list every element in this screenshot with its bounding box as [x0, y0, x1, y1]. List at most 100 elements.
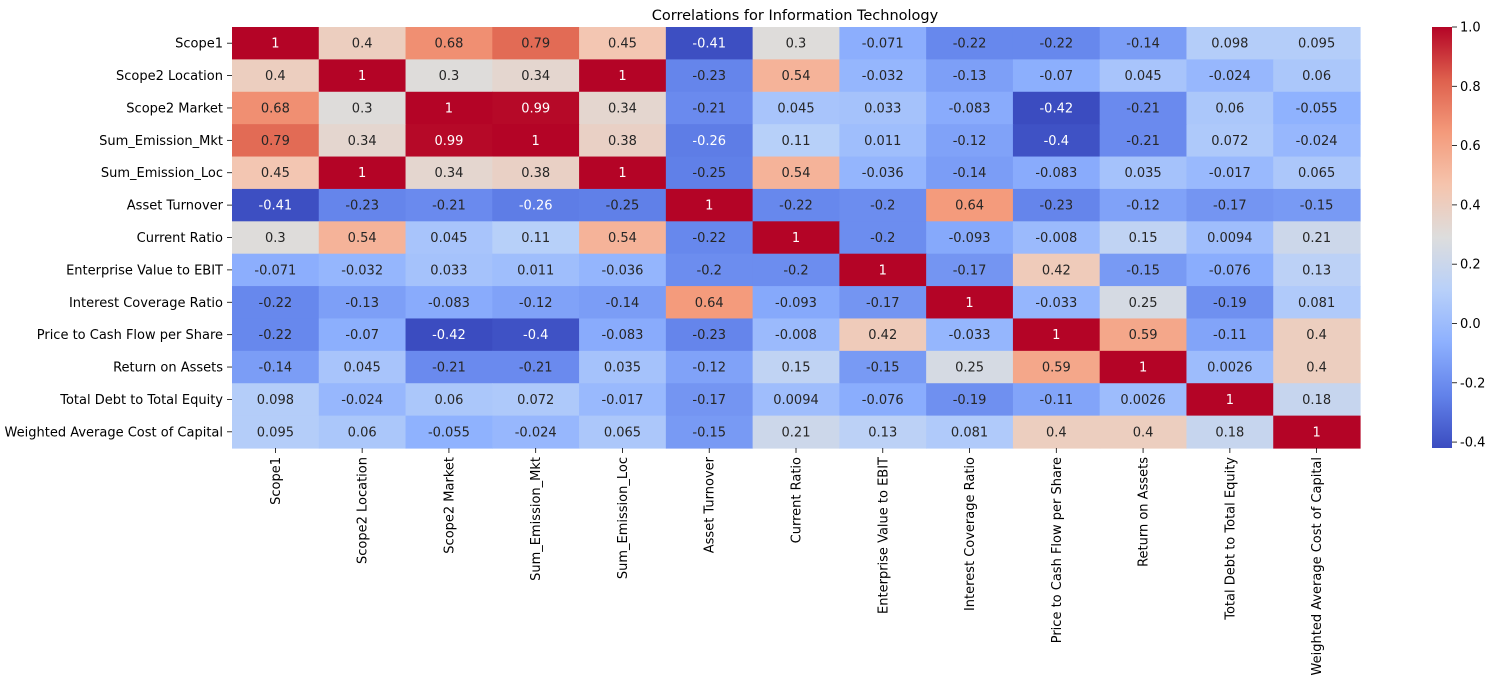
column-label: Scope2 Location: [356, 457, 371, 564]
heatmap-cell: [405, 286, 493, 320]
heatmap-cell: [839, 59, 927, 93]
heatmap-cell: [405, 91, 493, 125]
heatmap-cell: [752, 124, 840, 158]
cell-value-label: -0.093: [949, 231, 991, 246]
heatmap-cell: [232, 27, 320, 60]
heatmap-cell: [926, 221, 1014, 255]
cell-value-label: 0.54: [782, 69, 811, 84]
heatmap-cell: [752, 415, 840, 449]
cell-value-label: 0.3: [439, 69, 460, 84]
cell-value-label: -0.14: [259, 361, 293, 376]
heatmap-cell: [665, 383, 754, 417]
heatmap-cell: [839, 286, 927, 320]
cell-value-label: 0.065: [604, 425, 641, 440]
heatmap-cell: [926, 318, 1014, 352]
cell-value-label: -0.14: [606, 296, 640, 311]
heatmap-cell: [318, 318, 407, 352]
heatmap-cell: [405, 188, 493, 222]
heatmap-cell: [1186, 286, 1274, 320]
heatmap-cell: [318, 91, 407, 125]
cell-value-label: 1: [618, 69, 626, 84]
heatmap-cell: [1099, 91, 1188, 125]
heatmap-cell: [492, 318, 580, 352]
cell-value-label: 1: [1312, 425, 1320, 440]
heatmap-cell: [232, 415, 320, 449]
colorbar-tick-label: -0.2: [1460, 376, 1485, 391]
cell-value-label: 0.68: [434, 37, 463, 52]
row-label: Interest Coverage Ratio: [69, 296, 223, 311]
heatmap-cell: [665, 415, 754, 449]
heatmap-cell: [405, 124, 493, 158]
cell-value-label: 0.0094: [1207, 231, 1253, 246]
heatmap-cell: [232, 91, 320, 125]
heatmap-cell: [1186, 221, 1274, 255]
cell-value-label: 0.072: [1211, 134, 1248, 149]
heatmap-cell: [1186, 156, 1274, 190]
cell-value-label: -0.2: [697, 263, 722, 278]
row-label: Weighted Average Cost of Capital: [5, 425, 223, 440]
cell-value-label: -0.26: [692, 134, 726, 149]
heatmap-cell: [839, 156, 927, 190]
heatmap-cell: [1012, 188, 1101, 222]
cell-value-label: -0.12: [692, 361, 726, 376]
heatmap-cell: [232, 156, 320, 190]
cell-value-label: -0.14: [953, 166, 987, 181]
cell-value-label: 0.45: [608, 37, 637, 52]
row-labels: Scope1 Scope2 Location Scope2 Market Sum_Em…: [5, 37, 232, 440]
heatmap-cell: [926, 188, 1014, 222]
cell-value-label: 0.54: [348, 231, 377, 246]
cell-value-label: -0.055: [1296, 101, 1338, 116]
cell-value-label: -0.032: [862, 69, 904, 84]
column-label: Enterprise Value to EBIT: [876, 457, 891, 614]
heatmap-cell: [1186, 383, 1274, 417]
cell-value-label: -0.42: [1039, 101, 1073, 116]
heatmap-cell: [839, 383, 927, 417]
cell-value-label: 0.06: [348, 425, 377, 440]
cell-value-label: 0.033: [430, 263, 467, 278]
cell-value-label: 0.68: [261, 101, 290, 116]
heatmap-cell: [752, 350, 840, 384]
heatmap-cell: [665, 318, 754, 352]
colorbar-tick-label: 0.2: [1460, 258, 1481, 273]
heatmap-cell: [405, 27, 493, 60]
heatmap-cell: [405, 59, 493, 93]
heatmap-cell: [579, 188, 667, 222]
cell-value-label: 0.095: [1298, 37, 1335, 52]
heatmap-cell: [1186, 415, 1274, 449]
heatmap-cell: [1099, 415, 1188, 449]
column-label: Asset Turnover: [703, 456, 718, 553]
heatmap-cell: [665, 188, 754, 222]
heatmap-cell: [318, 188, 407, 222]
cell-value-label: 0.34: [348, 134, 377, 149]
cell-value-label: -0.024: [515, 425, 557, 440]
cell-value-label: 0.098: [257, 393, 294, 408]
cell-value-label: 0.54: [782, 166, 811, 181]
cell-value-label: -0.024: [1209, 69, 1251, 84]
cell-value-label: -0.12: [519, 296, 553, 311]
cell-value-label: 1: [792, 231, 800, 246]
heatmap-cell: [1012, 59, 1101, 93]
heatmap-cell: [579, 59, 667, 93]
heatmap-cell: [492, 350, 580, 384]
cell-value-label: -0.13: [953, 69, 987, 84]
row-label: Return on Assets: [113, 361, 223, 376]
cell-value-label: 0.45: [261, 166, 290, 181]
cell-value-label: -0.076: [1209, 263, 1251, 278]
column-label: Scope1: [269, 457, 284, 505]
cell-value-label: 0.0026: [1120, 393, 1166, 408]
heatmap-cell: [1099, 59, 1188, 93]
cell-value-label: -0.19: [953, 393, 987, 408]
heatmap-cell: [1273, 91, 1361, 125]
heatmap-cell: [1273, 286, 1361, 320]
cell-value-label: 1: [1226, 393, 1234, 408]
cell-value-label: 0.59: [1129, 328, 1158, 343]
cell-value-label: -0.036: [862, 166, 904, 181]
cell-value-label: 0.065: [1298, 166, 1335, 181]
cell-value-label: -0.21: [519, 361, 553, 376]
heatmap-cell: [839, 415, 927, 449]
heatmap-cell: [1273, 59, 1361, 93]
heatmap-cell: [1273, 350, 1361, 384]
heatmap-cell: [492, 221, 580, 255]
heatmap-cell: [752, 253, 840, 287]
